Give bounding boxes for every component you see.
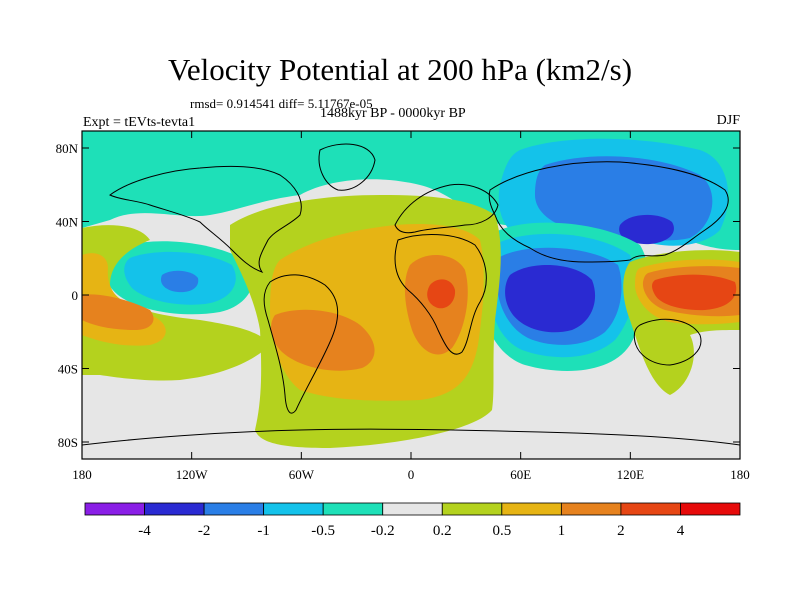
contour-field [82, 131, 740, 459]
experiment-label: Expt = tEVts-tevta1 [83, 115, 196, 130]
coastline-south-america [263, 274, 339, 414]
contour-brazil-darkorange [270, 309, 375, 371]
x-axis: 180 120W 60W 0 60E 120E 180 [72, 131, 750, 482]
colorbar-label: -4 [138, 523, 151, 539]
y-axis: 80N 40N 0 40S 80S [56, 141, 740, 450]
x-tick-label: 60E [510, 467, 531, 482]
y-tick-label: 80N [56, 141, 79, 156]
x-tick-label: 120W [176, 467, 209, 482]
coastline-africa [394, 234, 487, 355]
colorbar-label: 0.2 [433, 523, 452, 539]
contour-indian-deepblue [505, 264, 596, 333]
coastlines [82, 143, 740, 446]
contour-africa-red [427, 279, 456, 309]
x-tick-label: 180 [72, 467, 92, 482]
contour-cpac-darkorange [82, 294, 154, 330]
colorbar-label: 1 [558, 523, 566, 539]
colorbar: -4 -2 -1 -0.5 -0.2 0.2 0.5 1 2 4 [84, 502, 741, 539]
contour-wpac-red [652, 274, 737, 311]
coastline-antarctica [82, 428, 740, 446]
x-tick-label: 60W [289, 467, 315, 482]
coastline-europe [394, 183, 499, 234]
coastline-australia [633, 318, 702, 366]
y-tick-label: 0 [72, 288, 79, 303]
colorbar-swatch [680, 502, 741, 516]
colorbar-swatch [322, 502, 384, 516]
colorbar-label: -1 [257, 523, 270, 539]
colorbar-swatch [560, 502, 622, 516]
rmsd-diff-label: rmsd= 0.914541 diff= 5.11767e-05 [190, 96, 373, 111]
colorbar-label: 2 [617, 523, 625, 539]
colorbar-swatch [84, 502, 145, 516]
colorbar-swatch [144, 502, 205, 516]
y-tick-label: 40N [56, 215, 79, 230]
colorbar-swatch [263, 502, 324, 516]
colorbar-label: 4 [677, 523, 685, 539]
colorbar-swatch [441, 502, 503, 516]
x-tick-label: 0 [408, 467, 415, 482]
season-label: DJF [716, 113, 740, 128]
colorbar-swatch [203, 502, 265, 516]
colorbar-label: -2 [198, 523, 211, 539]
colorbar-label: 0.5 [492, 523, 511, 539]
contour-north-deepblue [619, 214, 674, 245]
colorbar-swatch [382, 502, 443, 516]
colorbar-swatch [501, 502, 562, 516]
period-label: 1488kyr BP - 0000kyr BP [320, 106, 466, 121]
contour-pacific-darkblue [160, 270, 199, 293]
colorbar-label: -0.5 [311, 523, 335, 539]
colorbar-swatch [620, 502, 681, 516]
y-tick-label: 40S [58, 362, 78, 377]
coastline-asia [488, 161, 729, 263]
x-tick-label: 180 [730, 467, 750, 482]
x-tick-label: 120E [617, 467, 645, 482]
map-title: Velocity Potential at 200 hPa (km2/s) [167, 52, 633, 87]
colorbar-label: -0.2 [371, 523, 395, 539]
y-tick-label: 80S [58, 435, 78, 450]
coastline-greenland [318, 143, 376, 191]
coastline-north-america [109, 165, 302, 273]
